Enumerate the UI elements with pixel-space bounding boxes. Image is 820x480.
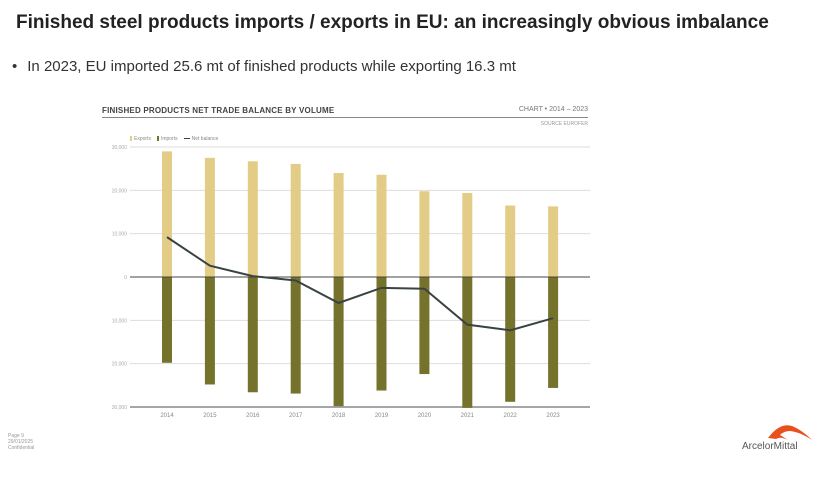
x-tick-label: 2018 <box>332 413 346 419</box>
bullet-point: • In 2023, EU imported 25.6 mt of finishe… <box>12 58 516 75</box>
x-tick-label: 2019 <box>375 413 389 419</box>
export-bar <box>548 206 559 277</box>
export-bar <box>462 192 473 277</box>
x-tick-label: 2017 <box>289 413 303 419</box>
x-tick-label: 2020 <box>418 413 432 419</box>
legend-exports: Exports <box>130 136 151 142</box>
x-tick-label: 2016 <box>246 413 260 419</box>
net-balance-line <box>166 236 554 332</box>
x-tick-label: 2015 <box>203 413 217 419</box>
export-bar <box>204 157 215 277</box>
chart-subtitle: CHART • 2014 – 2023 <box>518 106 588 113</box>
export-bar <box>247 161 258 277</box>
footer: Page 9 29/01/2025 Confidential <box>8 433 34 451</box>
y-tick-label: 0 <box>124 275 127 281</box>
export-bar <box>290 163 301 277</box>
export-bar <box>162 151 172 277</box>
x-tick-label: 2014 <box>160 413 174 419</box>
slide-title: Finished steel products imports / export… <box>16 12 769 33</box>
import-bar <box>505 277 516 402</box>
y-tick-label: 30,000 <box>112 405 128 411</box>
import-bar <box>376 277 387 391</box>
bullet-icon: • <box>12 58 18 75</box>
import-bar <box>548 277 559 388</box>
legend-net-balance: Net balance <box>183 136 218 142</box>
export-bar <box>333 173 344 277</box>
bullet-text: In 2023, EU imported 25.6 mt of finished… <box>27 58 516 75</box>
chart-legend: Exports Imports Net balance <box>130 136 218 142</box>
confidentiality: Confidential <box>8 445 35 451</box>
y-tick-label: 10,000 <box>112 232 128 238</box>
y-tick-label: 20,000 <box>112 362 128 368</box>
import-bar <box>419 277 430 375</box>
chart-source: SOURCE EUROFER <box>540 121 588 127</box>
import-bar <box>290 277 301 394</box>
arcelormittal-logo-icon <box>768 425 812 440</box>
legend-imports: Imports <box>156 136 178 142</box>
chart-title-rule <box>102 117 588 118</box>
x-tick-label: 2022 <box>504 413 518 419</box>
logo-text: ArcelorMittal <box>742 441 798 452</box>
chart-title: FINISHED PRODUCTS NET TRADE BALANCE BY V… <box>102 106 335 115</box>
footer-date: 29/01/2025 <box>8 439 34 445</box>
export-bar <box>505 205 516 277</box>
export-bar <box>376 174 387 277</box>
export-bar <box>419 191 430 277</box>
x-tick-label: 2023 <box>546 413 560 419</box>
import-bar <box>333 277 344 407</box>
import-bar <box>162 277 172 363</box>
import-bar <box>247 277 258 393</box>
y-tick-label: 20,000 <box>112 188 128 194</box>
y-tick-label: 30,000 <box>112 145 128 151</box>
page-number: Page 9 <box>8 433 24 439</box>
import-bar <box>462 277 473 408</box>
import-bar <box>204 277 215 385</box>
x-tick-label: 2021 <box>461 413 475 419</box>
y-tick-label: 10,000 <box>112 318 128 324</box>
